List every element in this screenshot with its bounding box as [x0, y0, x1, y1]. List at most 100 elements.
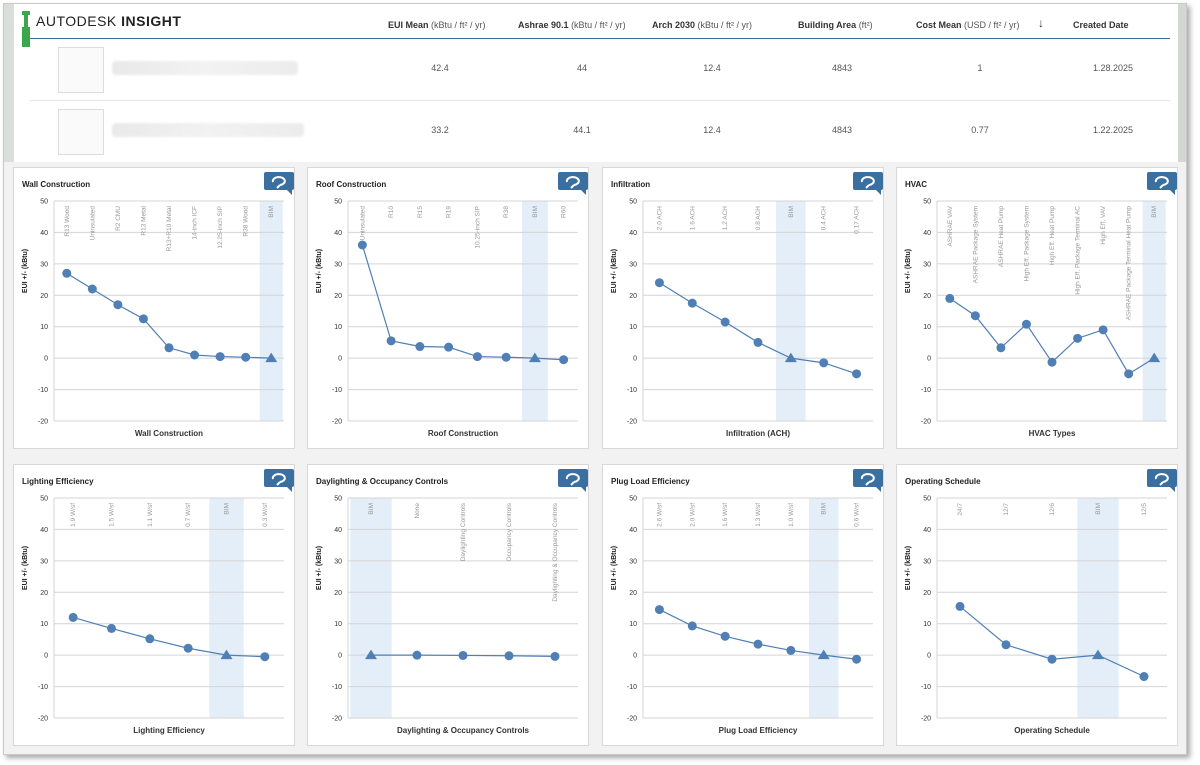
sort-down-icon[interactable]: ↓: [1038, 16, 1044, 30]
col-label: Cost Mean: [916, 20, 962, 30]
bim-point-marker[interactable]: [265, 352, 278, 363]
data-point[interactable]: [241, 352, 251, 362]
data-point[interactable]: [1139, 672, 1149, 682]
category-label: Occupancy Controls: [506, 502, 513, 561]
reload-button[interactable]: [558, 469, 588, 492]
data-point[interactable]: [852, 654, 862, 664]
data-point[interactable]: [786, 645, 796, 655]
col-header-cost-mean[interactable]: Cost Mean (USD / ft² / yr): [916, 20, 1020, 30]
data-point[interactable]: [215, 352, 225, 362]
category-label: 1.9 W/sf: [70, 503, 77, 527]
col-header-building-area[interactable]: Building Area (ft²): [798, 20, 873, 30]
data-point[interactable]: [113, 300, 123, 310]
col-header-created-date[interactable]: Created Date: [1073, 20, 1129, 30]
bim-point-marker[interactable]: [817, 649, 830, 660]
x-axis-label: Lighting Efficiency: [133, 726, 205, 735]
model-thumbnail[interactable]: [58, 47, 104, 93]
data-point[interactable]: [260, 652, 270, 662]
data-point[interactable]: [68, 612, 78, 622]
y-axis-label: EUI +/- (kBtu): [905, 249, 912, 293]
data-point[interactable]: [138, 314, 148, 324]
bim-point-marker[interactable]: [1148, 352, 1161, 363]
data-point[interactable]: [1124, 369, 1134, 379]
y-tick-label: 50: [40, 496, 48, 503]
data-point[interactable]: [1001, 640, 1011, 650]
data-point[interactable]: [550, 651, 560, 661]
data-point[interactable]: [1021, 319, 1031, 329]
model-name-redacted[interactable]: [112, 61, 298, 75]
category-label: BIM: [224, 503, 231, 515]
data-point[interactable]: [720, 631, 730, 641]
category-label: 2.6 W/sf: [656, 503, 663, 527]
data-point[interactable]: [357, 240, 367, 250]
reload-button[interactable]: [853, 172, 883, 195]
bim-point-marker[interactable]: [365, 649, 377, 660]
data-point[interactable]: [145, 634, 155, 644]
reload-button[interactable]: [558, 172, 588, 195]
reload-button[interactable]: [1147, 172, 1177, 195]
chart-svg: 50 40 30 20 10 0 -10 -20 EUI +/- (kBtu) ASHRAE VA…: [905, 199, 1167, 438]
data-point[interactable]: [945, 293, 955, 303]
data-point[interactable]: [183, 643, 193, 653]
data-point[interactable]: [996, 343, 1006, 353]
data-point[interactable]: [654, 605, 664, 615]
reload-button[interactable]: [264, 172, 294, 195]
data-point[interactable]: [687, 298, 697, 308]
data-point[interactable]: [753, 639, 763, 649]
data-point[interactable]: [386, 336, 396, 346]
data-point[interactable]: [654, 278, 664, 288]
category-label: 0.4 ACH: [821, 206, 828, 231]
data-point[interactable]: [1047, 357, 1057, 367]
bim-point-marker[interactable]: [220, 649, 233, 660]
data-point[interactable]: [444, 342, 454, 352]
y-axis-label: EUI +/- (kBtu): [22, 546, 29, 590]
data-point[interactable]: [819, 358, 829, 368]
category-label: Uninsulated: [359, 206, 366, 241]
data-point[interactable]: [415, 342, 425, 352]
chart-card: Wall Construction 50 40 30 20 10 0 -10 -20 EUI +/…: [13, 167, 295, 449]
data-point[interactable]: [501, 352, 511, 362]
table-row[interactable]: 33.2 44.1 12.4 4843 0.77 1.22.2025: [30, 101, 1170, 163]
data-point[interactable]: [62, 268, 72, 278]
data-point[interactable]: [1073, 333, 1083, 343]
category-label: 1.3 W/sf: [755, 503, 762, 527]
data-point[interactable]: [1047, 654, 1057, 664]
data-point[interactable]: [87, 284, 97, 294]
data-point[interactable]: [412, 650, 422, 660]
y-tick-label: 20: [40, 590, 48, 597]
model-thumbnail[interactable]: [58, 109, 104, 155]
logo-text: AUTODESK INSIGHT: [36, 13, 181, 29]
y-tick-label: 40: [629, 230, 637, 237]
data-point[interactable]: [107, 623, 116, 633]
model-name-redacted[interactable]: [112, 123, 304, 137]
table-row[interactable]: 42.4 44 12.4 4843 1 1.28.2025: [30, 39, 1170, 101]
x-axis-label: HVAC Types: [1029, 429, 1076, 438]
data-point[interactable]: [1098, 325, 1108, 335]
data-point[interactable]: [753, 337, 763, 347]
data-point[interactable]: [504, 651, 514, 661]
reload-button[interactable]: [264, 469, 294, 492]
data-point[interactable]: [458, 650, 468, 660]
bim-point-marker[interactable]: [1092, 649, 1104, 660]
reload-icon: [565, 473, 580, 486]
col-header-ashrae[interactable]: Ashrae 90.1 (kBtu / ft² / yr): [518, 20, 626, 30]
data-point[interactable]: [472, 352, 482, 362]
data-point[interactable]: [687, 621, 697, 631]
col-header-eui[interactable]: EUI Mean (kBtu / ft² / yr): [388, 20, 486, 30]
category-label: High Eff. Heat Pump: [1049, 206, 1056, 266]
bim-point-marker[interactable]: [784, 352, 797, 363]
y-tick-label: 10: [923, 324, 931, 331]
data-point[interactable]: [164, 343, 174, 353]
data-point[interactable]: [720, 317, 730, 327]
bim-point-marker[interactable]: [528, 352, 541, 363]
y-tick-label: -20: [332, 419, 342, 426]
data-point[interactable]: [852, 369, 862, 379]
data-point[interactable]: [955, 601, 965, 611]
data-point[interactable]: [190, 350, 200, 360]
col-header-arch2030[interactable]: Arch 2030 (kBtu / ft² / yr): [652, 20, 752, 30]
reload-button[interactable]: [853, 469, 883, 492]
data-point[interactable]: [559, 355, 569, 365]
data-point[interactable]: [970, 311, 980, 321]
category-label: High Eff. Package System: [1023, 206, 1030, 281]
reload-button[interactable]: [1147, 469, 1177, 492]
